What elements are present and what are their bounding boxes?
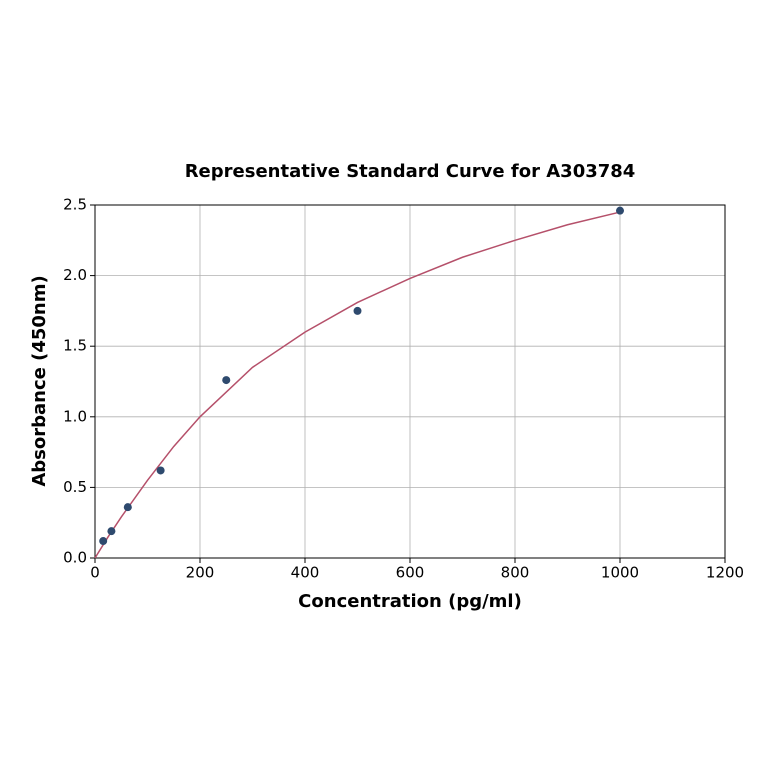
y-tick-label: 0.5 — [63, 478, 87, 496]
chart-title: Representative Standard Curve for A30378… — [185, 161, 636, 182]
data-point — [99, 537, 108, 546]
fit-curve — [94, 211, 621, 559]
y-tick-label: 1.5 — [63, 337, 87, 355]
x-tick-label: 200 — [186, 564, 215, 582]
x-tick-label: 1200 — [706, 564, 744, 582]
data-point — [107, 527, 116, 536]
data-point — [616, 206, 624, 215]
data-point — [222, 376, 231, 385]
y-tick-label: 2.5 — [63, 196, 87, 214]
y-tick-label: 2.0 — [63, 266, 87, 284]
x-tick-label: 400 — [291, 564, 320, 582]
y-tick-label: 1.0 — [63, 407, 87, 425]
data-point — [156, 466, 165, 475]
plot-frame — [94, 204, 726, 559]
x-axis-label: Concentration (pg/ml) — [298, 591, 522, 612]
data-point — [123, 503, 132, 512]
x-tick-label: 600 — [396, 564, 425, 582]
x-tick-label: 1000 — [601, 564, 639, 582]
y-axis-label: Absorbance (450nm) — [29, 275, 50, 486]
x-tick-label: 0 — [90, 564, 100, 582]
data-point — [353, 306, 362, 315]
y-tick-label: 0.0 — [63, 549, 87, 567]
x-tick-label: 800 — [501, 564, 530, 582]
